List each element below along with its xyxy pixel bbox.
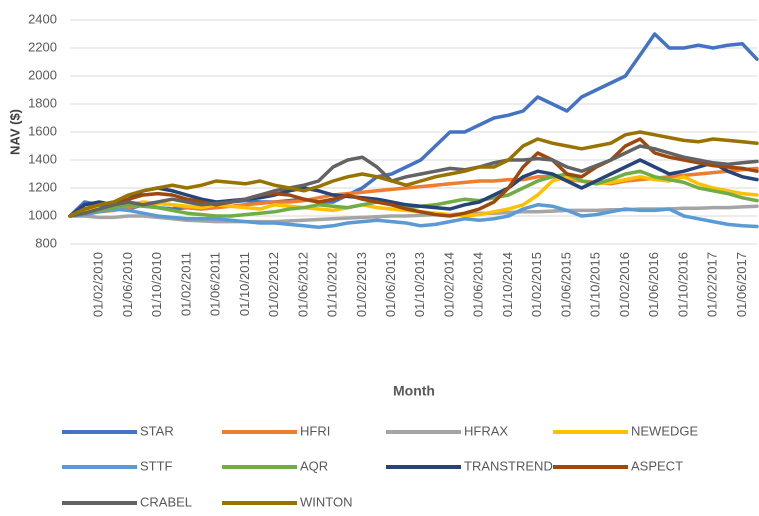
y-tick-label: 1600: [28, 123, 57, 138]
x-tick-label: 01/02/2013: [354, 252, 369, 317]
x-tick-label: 01/10/2014: [500, 252, 515, 317]
x-tick-label: 01/10/2015: [588, 252, 603, 317]
legend-label: HFRAX: [464, 423, 508, 438]
series-line: [68, 144, 759, 218]
legend-label: CRABEL: [140, 494, 192, 509]
x-tick-label: 01/02/2016: [617, 252, 632, 317]
x-tick-label: 01/02/2010: [91, 252, 106, 317]
legend-label: AQR: [300, 458, 328, 473]
y-tick-label: 800: [35, 235, 57, 250]
legend-label: WINTON: [300, 494, 352, 509]
x-tick-label: 01/02/2012: [266, 252, 281, 317]
legend-label: STAR: [140, 423, 174, 438]
x-tick-label: 01/10/2013: [412, 252, 427, 317]
x-axis-title: Month: [393, 383, 435, 399]
x-tick-label: 01/06/2013: [383, 252, 398, 317]
x-tick-label: 01/02/2015: [529, 252, 544, 317]
x-tick-label: 01/10/2011: [237, 252, 252, 316]
x-tick-label: 01/06/2012: [295, 252, 310, 317]
x-tick-label: 01/06/2017: [734, 252, 749, 317]
series-line: [68, 203, 759, 229]
x-tick-label: 01/02/2011: [178, 252, 193, 316]
legend-label: STTF: [140, 458, 173, 473]
x-tick-label: 01/10/2012: [325, 252, 340, 317]
x-tick-label: 01/02/2014: [441, 252, 456, 317]
x-tick-label: 01/06/2010: [120, 252, 135, 317]
y-tick-label: 1800: [28, 95, 57, 110]
series-line: [68, 158, 759, 218]
y-tick-label: 2000: [28, 67, 57, 82]
x-tick-label: 01/06/2015: [558, 252, 573, 317]
y-tick-label: 1400: [28, 151, 57, 166]
x-tick-label: 01/10/2010: [149, 252, 164, 317]
y-tick-label: 2400: [28, 11, 57, 26]
legend-label: HFRI: [300, 423, 330, 438]
x-tick-label: 01/06/2011: [208, 252, 223, 316]
y-axis-title: NAV ($): [7, 109, 22, 155]
y-tick-label: 1200: [28, 179, 57, 194]
y-tick-label: 1000: [28, 207, 57, 222]
x-tick-label: 01/02/2017: [705, 252, 720, 317]
legend-label: NEWEDGE: [631, 423, 699, 438]
series-line: [68, 137, 759, 218]
legend-label: TRANSTREND: [464, 458, 553, 473]
x-tick-label: 01/06/2016: [646, 252, 661, 317]
x-tick-label: 01/06/2014: [471, 252, 486, 317]
series-line: [68, 130, 759, 218]
y-tick-label: 2200: [28, 39, 57, 54]
legend-label: ASPECT: [631, 458, 683, 473]
x-tick-label: 01/10/2016: [675, 252, 690, 317]
